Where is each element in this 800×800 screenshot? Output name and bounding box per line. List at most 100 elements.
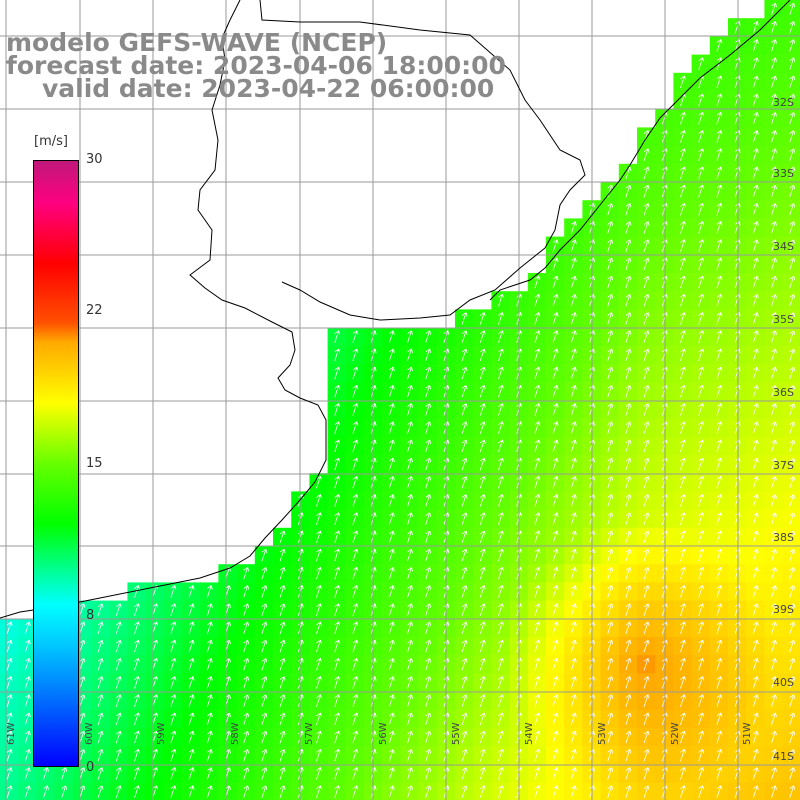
- wind-arrow: [461, 384, 468, 398]
- wind-arrow: [461, 457, 468, 471]
- wind-arrow: [170, 676, 177, 689]
- wind-arrow: [716, 221, 723, 234]
- wind-arrow: [316, 657, 322, 671]
- lon-label-61w: 61W: [6, 722, 17, 745]
- wind-arrow: [334, 530, 341, 544]
- wind-arrow: [570, 457, 577, 471]
- wind-arrow: [680, 111, 686, 125]
- wind-arrow: [698, 130, 705, 143]
- wind-arrow: [752, 585, 759, 598]
- wind-arrow: [352, 530, 359, 544]
- wind-arrow: [79, 657, 86, 671]
- wind-arrow: [243, 639, 250, 653]
- wind-arrow: [698, 439, 705, 453]
- wind-arrow: [334, 548, 341, 562]
- wind-arrow: [771, 202, 777, 216]
- wind-arrow: [134, 748, 140, 762]
- wind-arrow: [407, 730, 413, 744]
- wind-arrow: [498, 348, 504, 362]
- wind-arrow: [243, 767, 250, 780]
- wind-arrow: [498, 585, 504, 598]
- wind-arrow: [680, 657, 686, 671]
- lon-label-51w: 51W: [742, 722, 753, 745]
- wind-arrow: [661, 221, 668, 234]
- colorbar-label-0: 0: [86, 760, 95, 775]
- wind-arrow: [316, 767, 322, 780]
- wind-arrow: [752, 384, 759, 398]
- wind-arrow: [479, 730, 486, 744]
- wind-arrow: [716, 530, 723, 544]
- wind-arrow: [716, 111, 723, 125]
- wind-arrow: [643, 748, 650, 762]
- wind-arrow: [607, 457, 614, 471]
- wind-arrow: [188, 748, 195, 762]
- wind-arrow: [661, 130, 668, 143]
- wind-arrow: [479, 475, 486, 489]
- lat-label-36s: 36S: [773, 386, 794, 399]
- wind-arrow: [334, 676, 341, 689]
- wind-arrow: [552, 293, 559, 307]
- wind-arrow: [552, 312, 559, 325]
- wind-arrow: [716, 585, 723, 598]
- wind-arrow: [771, 2, 777, 16]
- wind-arrow: [334, 785, 341, 798]
- wind-arrow: [206, 603, 213, 616]
- wind-arrow: [461, 566, 468, 580]
- wind-arrow: [789, 184, 796, 198]
- wind-arrow: [680, 439, 686, 453]
- wind-arrow: [771, 330, 777, 343]
- wind-arrow: [498, 293, 504, 307]
- wind-arrow: [771, 494, 777, 507]
- wind-arrow: [789, 366, 796, 380]
- wind-arrow: [771, 712, 777, 726]
- wind-arrow: [115, 748, 122, 762]
- wind-arrow: [407, 603, 413, 616]
- wind-arrow: [552, 585, 559, 598]
- wind-arrow: [661, 530, 668, 544]
- wind-arrow: [552, 366, 559, 380]
- wind-arrow: [661, 494, 668, 507]
- wind-arrow: [206, 676, 213, 689]
- wind-arrow: [789, 75, 796, 89]
- wind-arrow: [625, 730, 632, 744]
- wind-arrow: [279, 530, 286, 544]
- wind-arrow: [334, 384, 341, 398]
- wind-arrow: [206, 639, 213, 653]
- wind-arrow: [698, 748, 705, 762]
- wind-arrow: [789, 57, 796, 70]
- wind-arrow: [716, 330, 723, 343]
- wind-arrow: [479, 767, 486, 780]
- wind-arrow: [789, 494, 796, 507]
- wind-arrow: [771, 293, 777, 307]
- wind-arrow: [716, 166, 723, 180]
- wind-arrow: [407, 530, 413, 544]
- wind-arrow: [680, 366, 686, 380]
- wind-arrow: [79, 621, 86, 635]
- wind-arrow: [552, 348, 559, 362]
- wind-arrow: [97, 694, 104, 707]
- wind-arrow: [607, 694, 614, 707]
- wind-arrow: [206, 621, 213, 635]
- wind-arrow: [279, 767, 286, 780]
- wind-arrow: [6, 730, 13, 744]
- wind-arrow: [170, 748, 177, 762]
- wind-arrow: [716, 767, 723, 780]
- wind-arrow: [607, 421, 614, 434]
- wind-arrow: [643, 512, 650, 525]
- wind-arrow: [316, 621, 322, 635]
- wind-arrow: [570, 657, 577, 671]
- wind-arrow: [206, 585, 213, 598]
- wind-arrow: [661, 767, 668, 780]
- wind-arrow: [279, 585, 286, 598]
- wind-arrow: [789, 785, 796, 798]
- wind-arrow: [789, 548, 796, 562]
- wind-arrow: [388, 639, 395, 653]
- wind-arrow: [425, 512, 432, 525]
- wind-arrow: [461, 475, 468, 489]
- wind-arrow: [316, 748, 322, 762]
- wind-arrow: [698, 585, 705, 598]
- wind-arrow: [661, 621, 668, 635]
- wind-arrow: [498, 748, 504, 762]
- wind-arrow: [771, 676, 777, 689]
- wind-arrow: [279, 548, 286, 562]
